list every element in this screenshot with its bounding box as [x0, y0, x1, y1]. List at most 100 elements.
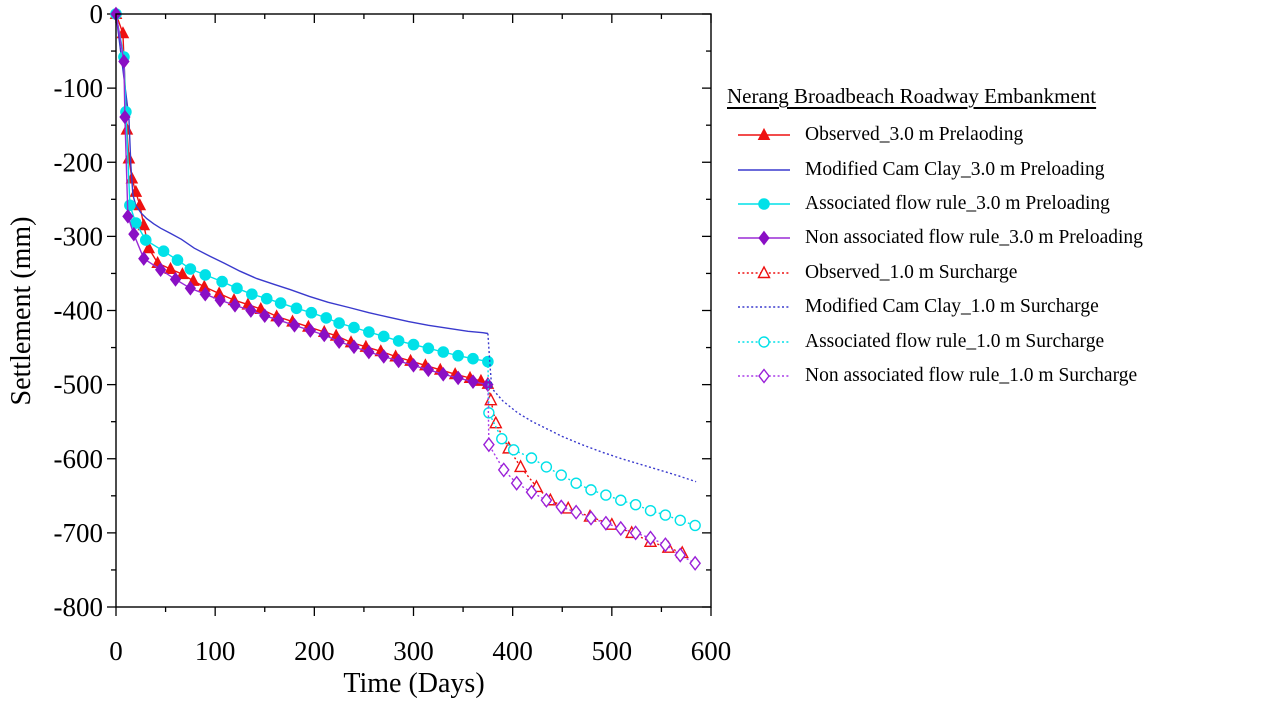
diamond-marker-icon: [118, 54, 130, 69]
y-tick-label: -100: [54, 73, 104, 103]
diamond-marker-icon: [288, 318, 301, 333]
circle-marker-icon: [231, 282, 243, 295]
legend-label: Observed_3.0 m Prelaoding: [805, 124, 1024, 146]
diamond-marker-icon: [497, 462, 510, 478]
circle-marker-icon: [274, 297, 287, 309]
legend-label: Observed_1.0 m Surcharge: [805, 261, 1018, 283]
series-observed-1m-surcharge: [484, 383, 689, 559]
circle-marker-icon: [525, 452, 538, 464]
diamond-marker-icon: [122, 209, 134, 224]
legend-label: Associated flow rule_3.0 m Preloading: [805, 192, 1110, 214]
legend-item-mcc-1m-surcharge: Modified Cam Clay_1.0 m Surcharge: [727, 290, 1262, 324]
circle-marker-icon: [124, 199, 136, 212]
circle-marker-icon: [555, 469, 567, 481]
y-tick-label: -400: [54, 296, 104, 326]
legend-item-associated-1m-surcharge: Associated flow rule_1.0 m Surcharge: [727, 324, 1262, 358]
diamond-marker-icon: [318, 327, 330, 343]
circle-marker-icon: [305, 306, 318, 319]
legend-title: Nerang Broadbeach Roadway Embankment: [727, 84, 1097, 108]
legend-label: Associated flow rule_1.0 m Surcharge: [805, 330, 1105, 352]
legend-item-mcc-3m-preloading: Modified Cam Clay_3.0 m Preloading: [727, 152, 1262, 186]
diamond-marker-icon: [169, 272, 182, 287]
diamond-marker-icon: [570, 504, 583, 520]
circle-marker-icon: [246, 288, 258, 300]
legend-label: Non associated flow rule_3.0 m Preloadin…: [805, 227, 1143, 249]
diamond-marker-icon: [348, 339, 360, 355]
axis-tick-labels: 0 100 200 300 400 500 600 0 -100 -200 -300 -400 -500…: [54, 0, 732, 666]
diamond-marker-icon: [629, 525, 642, 541]
legend-item-nonassociated-3m-preloading: Non associated flow rule_3.0 m Preloadin…: [727, 221, 1262, 255]
diamond-marker-icon: [758, 368, 770, 384]
y-axis-title: Settlement (mm): [6, 217, 37, 406]
diamond-marker-icon: [378, 349, 390, 364]
circle-marker-icon: [199, 269, 212, 281]
circle-marker-icon: [333, 317, 345, 329]
circle-marker-icon: [570, 477, 582, 489]
diamond-marker-icon: [540, 492, 553, 508]
diamond-marker-icon: [422, 362, 435, 378]
diamond-marker-icon: [689, 555, 702, 571]
diamond-marker-icon: [614, 520, 627, 537]
circle-marker-icon: [467, 352, 479, 365]
diamond-marker-icon: [304, 323, 316, 338]
legend-swatch-associated-1m-surcharge: [738, 335, 790, 348]
circle-marker-icon: [644, 504, 657, 517]
circle-marker-icon: [600, 489, 612, 501]
triangle-marker-icon: [122, 151, 136, 164]
legend-item-nonassociated-1m-surcharge: Non associated flow rule_1.0 m Surcharge: [727, 359, 1262, 393]
diamond-marker-icon: [333, 334, 345, 349]
circle-marker-icon: [585, 484, 597, 496]
circle-marker-icon: [659, 509, 672, 521]
series-line-associated-1m-surcharge: [487, 361, 696, 527]
diamond-marker-icon: [154, 262, 167, 278]
y-tick-label: -200: [54, 147, 104, 177]
circle-marker-icon: [348, 321, 360, 334]
circle-marker-icon: [758, 335, 770, 348]
circle-marker-icon: [130, 217, 142, 229]
series-mcc-1m-surcharge: [487, 333, 697, 483]
legend: Nerang Broadbeach Roadway Embankment Obs…: [727, 84, 1262, 393]
legend-entries: Observed_3.0 m Prelaoding Modified Cam Cl…: [727, 118, 1262, 393]
circle-marker-icon: [507, 444, 520, 456]
legend-swatch-nonassociated-3m-preloading: [738, 231, 790, 246]
y-tick-label: -600: [54, 444, 104, 474]
x-tick-label: 600: [691, 636, 732, 666]
diamond-marker-icon: [599, 515, 612, 531]
circle-marker-icon: [392, 335, 405, 347]
y-tick-label: -300: [54, 221, 104, 251]
circle-marker-icon: [377, 330, 390, 343]
circle-marker-icon: [758, 198, 770, 210]
legend-label: Non associated flow rule_1.0 m Surcharge: [805, 364, 1138, 386]
circle-marker-icon: [615, 494, 627, 506]
series-associated-3m-preloading: [110, 8, 494, 368]
circle-marker-icon: [540, 461, 553, 473]
diamond-marker-icon: [437, 366, 449, 382]
circle-marker-icon: [689, 519, 701, 532]
diamond-marker-icon: [214, 292, 226, 308]
circle-marker-icon: [216, 275, 228, 288]
legend-swatch-mcc-1m-surcharge: [738, 306, 790, 308]
diamond-marker-icon: [510, 475, 523, 491]
triangle-marker-icon: [484, 392, 498, 406]
series-nonassociated-3m-preloading: [110, 6, 494, 392]
diamond-marker-icon: [452, 370, 464, 386]
diamond-marker-icon: [363, 344, 375, 360]
diamond-marker-icon: [273, 312, 285, 328]
diamond-marker-icon: [184, 280, 197, 296]
diamond-marker-icon: [758, 231, 770, 246]
circle-marker-icon: [363, 326, 375, 338]
legend-item-observed-3m-preloading: Observed_3.0 m Prelaoding: [727, 118, 1262, 152]
legend-item-associated-3m-preloading: Associated flow rule_3.0 m Preloading: [727, 187, 1262, 221]
triangle-marker-icon: [176, 267, 189, 280]
x-tick-label: 300: [393, 636, 434, 666]
diamond-marker-icon: [585, 510, 597, 526]
series-associated-1m-surcharge: [483, 361, 701, 532]
triangle-marker-icon: [513, 459, 528, 473]
circle-marker-icon: [290, 302, 303, 315]
triangle-marker-icon: [757, 265, 771, 278]
diamond-marker-icon: [199, 286, 211, 302]
legend-label: Modified Cam Clay_3.0 m Preloading: [805, 158, 1105, 180]
circle-marker-icon: [260, 292, 273, 305]
triangle-marker-icon: [142, 241, 156, 254]
circle-marker-icon: [171, 254, 184, 266]
